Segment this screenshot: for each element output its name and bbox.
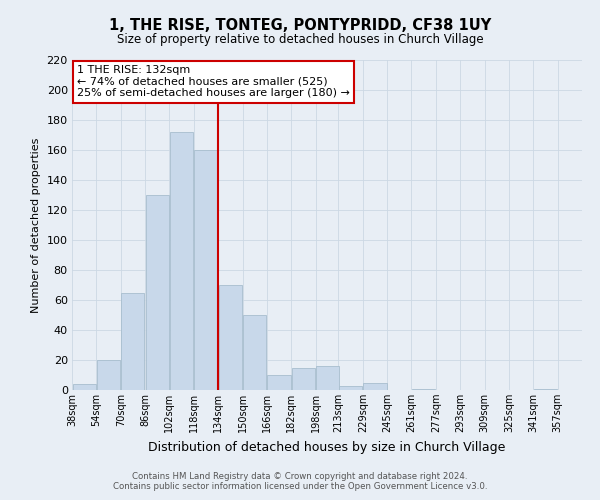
Bar [268, 375, 290, 390]
Bar [97, 360, 120, 390]
Text: 1 THE RISE: 132sqm
← 74% of detached houses are smaller (525)
25% of semi-detach: 1 THE RISE: 132sqm ← 74% of detached hou… [77, 65, 350, 98]
Bar [170, 132, 193, 390]
Bar [412, 388, 435, 390]
Bar [194, 150, 218, 390]
Bar [219, 285, 242, 390]
Text: Size of property relative to detached houses in Church Village: Size of property relative to detached ho… [116, 32, 484, 46]
Bar [316, 366, 340, 390]
Bar [243, 315, 266, 390]
Bar [73, 384, 96, 390]
Text: Contains public sector information licensed under the Open Government Licence v3: Contains public sector information licen… [113, 482, 487, 491]
X-axis label: Distribution of detached houses by size in Church Village: Distribution of detached houses by size … [148, 440, 506, 454]
Bar [534, 388, 557, 390]
Text: Contains HM Land Registry data © Crown copyright and database right 2024.: Contains HM Land Registry data © Crown c… [132, 472, 468, 481]
Bar [121, 292, 145, 390]
Y-axis label: Number of detached properties: Number of detached properties [31, 138, 41, 312]
Bar [364, 382, 386, 390]
Bar [146, 195, 169, 390]
Bar [339, 386, 362, 390]
Text: 1, THE RISE, TONTEG, PONTYPRIDD, CF38 1UY: 1, THE RISE, TONTEG, PONTYPRIDD, CF38 1U… [109, 18, 491, 32]
Bar [292, 368, 315, 390]
